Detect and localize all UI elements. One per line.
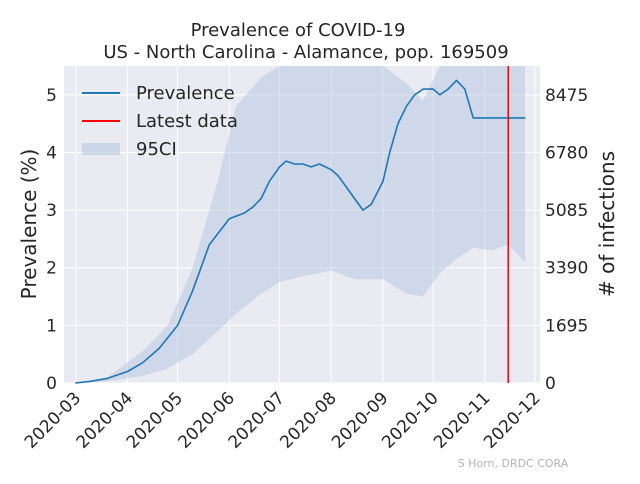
y2-tick-label: 5085 bbox=[545, 201, 588, 221]
y-tick-label: 3 bbox=[46, 201, 57, 221]
prevalence-point bbox=[126, 370, 129, 373]
prevalence-point bbox=[192, 290, 194, 292]
prevalence-point bbox=[302, 163, 304, 165]
prevalence-point bbox=[439, 94, 441, 96]
prevalence-point bbox=[243, 212, 245, 214]
prevalence-point bbox=[285, 160, 287, 162]
prevalence-point bbox=[268, 180, 270, 182]
prevalence-point bbox=[337, 174, 339, 177]
prevalence-point bbox=[464, 88, 466, 90]
legend-label: 95CI bbox=[136, 139, 177, 160]
prevalence-point bbox=[516, 117, 518, 119]
legend-label: Latest data bbox=[136, 111, 238, 132]
legend-swatch-ci bbox=[82, 143, 120, 155]
prevalence-point bbox=[252, 206, 254, 208]
prevalence-point bbox=[397, 123, 399, 125]
prevalence-point bbox=[90, 380, 92, 382]
y2-axis-ticks: 0 1695 3390 5085 6780 8475 bbox=[545, 86, 588, 394]
y-tick-label: 1 bbox=[46, 316, 57, 336]
prevalence-point bbox=[422, 88, 424, 90]
prevalence-point bbox=[177, 324, 179, 326]
y2-tick-label: 6780 bbox=[545, 143, 588, 163]
prevalence-point bbox=[382, 180, 384, 182]
prevalence-point bbox=[106, 377, 108, 379]
chart-subtitle: US - North Carolina - Alamance, pop. 169… bbox=[103, 42, 508, 63]
prevalence-point bbox=[389, 151, 391, 154]
prevalence-point bbox=[293, 163, 296, 165]
prevalence-point bbox=[141, 362, 144, 364]
prevalence-line-layer bbox=[75, 79, 526, 384]
prevalence-point bbox=[75, 382, 77, 384]
y2-tick-label: 0 bbox=[545, 374, 556, 394]
prevalence-point bbox=[260, 198, 262, 200]
prevalence-point bbox=[499, 117, 501, 119]
prevalence-point bbox=[362, 209, 364, 211]
prevalence-point bbox=[208, 244, 210, 246]
y-tick-label: 5 bbox=[46, 86, 57, 106]
prevalence-point bbox=[158, 347, 160, 349]
y-tick-label: 4 bbox=[46, 143, 57, 163]
prevalence-point bbox=[447, 88, 449, 90]
prevalence-point bbox=[432, 88, 434, 90]
ci-band-layer bbox=[75, 66, 525, 383]
prevalence-point bbox=[524, 117, 526, 119]
legend-label: Prevalence bbox=[136, 83, 235, 104]
prevalence-point bbox=[278, 166, 281, 168]
y-axis-ticks: 0 1 2 3 4 5 bbox=[46, 86, 57, 394]
prevalence-point bbox=[354, 198, 356, 200]
prevalence-point bbox=[228, 218, 230, 220]
credit-text: S Horn, DRDC CORA bbox=[458, 457, 569, 470]
y2-axis-label: # of infections bbox=[595, 151, 619, 297]
prevalence-point bbox=[405, 105, 407, 107]
prevalence-point bbox=[472, 117, 474, 119]
prevalence-line bbox=[75, 79, 525, 384]
y2-tick-label: 1695 bbox=[545, 316, 588, 336]
y2-tick-label: 8475 bbox=[545, 86, 588, 106]
prevalence-point bbox=[345, 186, 347, 188]
y2-tick-label: 3390 bbox=[545, 259, 588, 279]
grid-lines bbox=[64, 66, 540, 384]
prevalence-point bbox=[318, 163, 321, 165]
prevalence-point bbox=[484, 117, 486, 119]
prevalence-point bbox=[370, 203, 372, 205]
prevalence-point bbox=[455, 79, 458, 81]
y-tick-label: 2 bbox=[46, 259, 57, 279]
y-tick-label: 0 bbox=[46, 374, 57, 394]
prevalence-point bbox=[414, 94, 416, 96]
legend: Prevalence Latest data 95CI bbox=[82, 83, 238, 160]
prevalence-point bbox=[310, 166, 312, 168]
chart-title: Prevalence of COVID-19 bbox=[191, 20, 406, 41]
prevalence-point bbox=[330, 169, 332, 171]
ci-band bbox=[75, 66, 525, 383]
plot-area bbox=[64, 66, 540, 383]
y-axis-label: Prevalence (%) bbox=[17, 149, 41, 300]
prevalence-point bbox=[491, 117, 493, 119]
